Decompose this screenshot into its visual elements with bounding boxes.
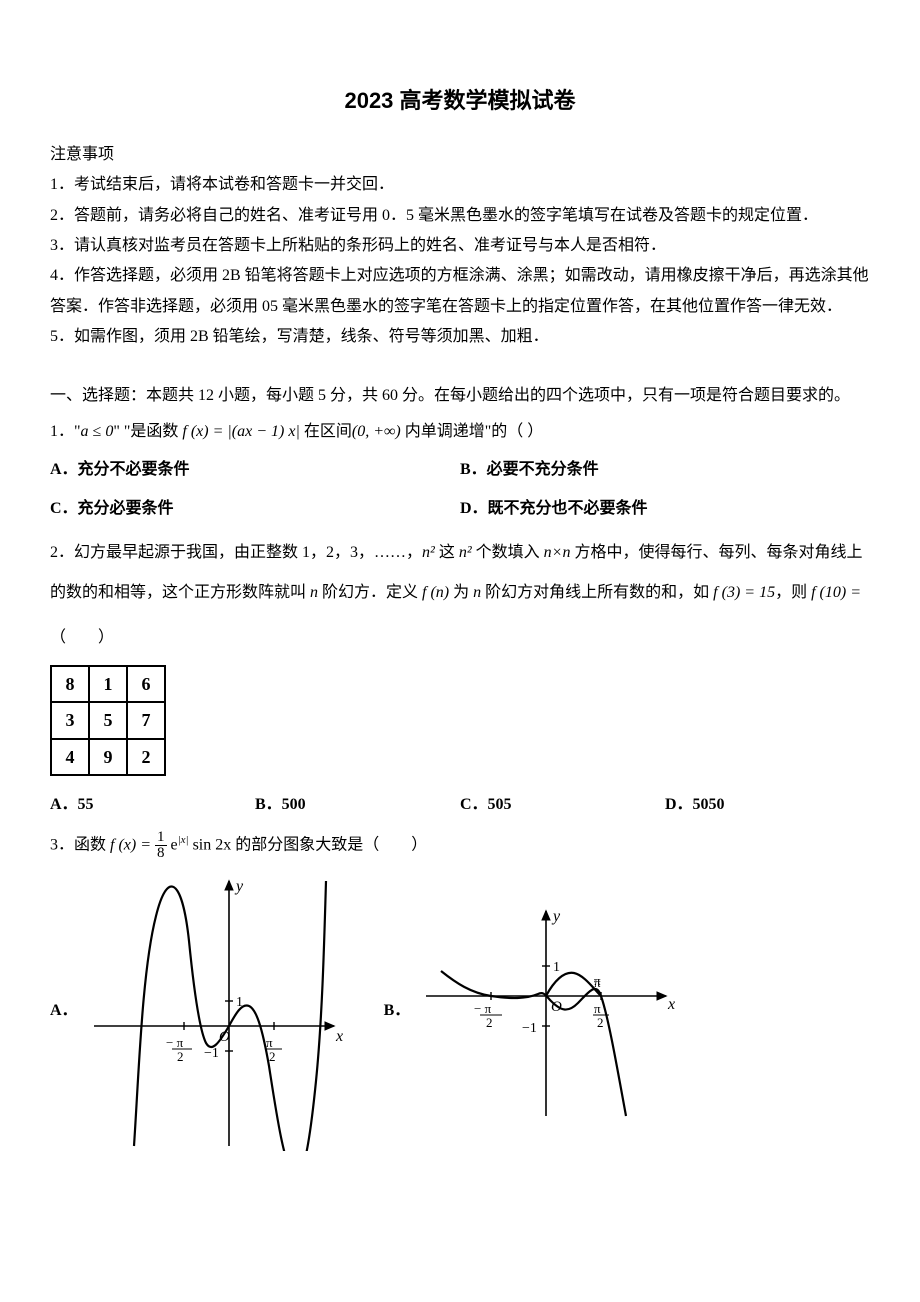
q3-fx: f (x) =	[110, 837, 155, 854]
q2-l1b: 这	[435, 544, 459, 561]
fraction-icon: 18	[155, 830, 167, 861]
question-1: 1．"a ≤ 0" "是函数 f (x) = |(ax − 1) x| 在区间(…	[50, 417, 870, 447]
q2-option-c: C．505	[460, 790, 665, 820]
q2-l2d: 阶幻方对角线上所有数的和，如	[481, 584, 713, 601]
q2-option-d: D．5050	[665, 790, 870, 820]
q1-option-d: D．既不充分也不必要条件	[460, 494, 870, 524]
page-title: 2023 高考数学模拟试卷	[50, 80, 870, 122]
q2-f3: f (3) = 15	[713, 584, 775, 601]
q2-option-b: B．500	[255, 790, 460, 820]
frac-den: 8	[155, 846, 167, 861]
q3-option-a-label: A．	[50, 996, 78, 1026]
notice-header: 注意事项	[50, 140, 870, 170]
q1-cond: a ≤ 0	[81, 423, 114, 440]
q1-option-b: B．必要不充分条件	[460, 455, 870, 485]
q2-l1a: 2．幻方最早起源于我国，由正整数 1，2，3，……，	[50, 544, 422, 561]
q1-option-c: C．充分必要条件	[50, 494, 460, 524]
svg-text:−1: −1	[204, 1046, 219, 1061]
q1-prefix: 1．"	[50, 423, 81, 440]
frac-num: 1	[155, 830, 167, 846]
q3-suffix: 的部分图象大致是（ ）	[231, 837, 427, 854]
notice-item-3: 3．请认真核对监考员在答题卡上所粘贴的条形码上的姓名、准考证号与本人是否相符．	[50, 231, 870, 261]
q1-func: f (x) = |(ax − 1) x|	[182, 423, 299, 440]
q3-e: e	[167, 837, 178, 854]
svg-text:x: x	[335, 1028, 343, 1045]
svg-text:− π: − π	[166, 1035, 184, 1050]
magic-cell: 4	[51, 739, 89, 775]
q2-l1d: 方格中，使得每行、每列、每条对角线上	[570, 544, 862, 561]
question-2: 2．幻方最早起源于我国，由正整数 1，2，3，……，n² 这 n² 个数填入 n…	[50, 538, 870, 568]
magic-cell: 7	[127, 702, 165, 738]
q2-fn: f (n)	[422, 584, 449, 601]
section-1-header: 一、选择题：本题共 12 小题，每小题 5 分，共 60 分。在每小题给出的四个…	[50, 381, 870, 411]
q2-l2c: 为	[449, 584, 473, 601]
q2-l2a: 的数的和相等，这个正方形数阵就叫	[50, 584, 310, 601]
q2-n: n	[310, 584, 318, 601]
question-2-paren: （ ）	[50, 623, 870, 653]
q2-option-a: A．55	[50, 790, 255, 820]
q2-n2: n	[473, 584, 481, 601]
q2-f10: f (10) =	[811, 584, 861, 601]
svg-text:π: π	[594, 1001, 601, 1016]
q1-suffix: 内单调递增"的（ ）	[401, 423, 544, 440]
svg-text:− π: − π	[474, 1001, 492, 1016]
notice-item-2: 2．答题前，请务必将自己的姓名、准考证号用 0．5 毫米黑色墨水的签字笔填写在试…	[50, 201, 870, 231]
magic-cell: 9	[89, 739, 127, 775]
q2-n2b: n²	[459, 544, 472, 561]
q2-l2b: 阶幻方．定义	[318, 584, 422, 601]
svg-text:−1: −1	[522, 1021, 537, 1036]
q1-mid1: " "是函数	[113, 423, 182, 440]
magic-cell: 2	[127, 739, 165, 775]
q1-option-a: A．充分不必要条件	[50, 455, 460, 485]
svg-text:2: 2	[486, 1015, 493, 1030]
svg-text:π: π	[594, 973, 601, 988]
notice-item-1: 1．考试结束后，请将本试卷和答题卡一并交回．	[50, 170, 870, 200]
magic-cell: 3	[51, 702, 89, 738]
q3-exp: |x|	[178, 834, 189, 846]
q2-n2a: n²	[422, 544, 435, 561]
q2-l2e: ，则	[775, 584, 811, 601]
svg-text:y: y	[234, 878, 244, 895]
svg-text:2: 2	[177, 1049, 184, 1064]
magic-cell: 5	[89, 702, 127, 738]
q2-l1c: 个数填入	[472, 544, 544, 561]
q2-nn: n×n	[544, 544, 571, 561]
svg-text:π: π	[266, 1035, 273, 1050]
q3-graph-a: x y O π 2 − π 2 1 −1	[84, 871, 344, 1151]
q3-graph-b: x y O π π 2 − π 2 1 −1	[416, 901, 676, 1121]
question-2-line2: 的数的和相等，这个正方形数阵就叫 n 阶幻方．定义 f (n) 为 n 阶幻方对…	[50, 578, 870, 608]
svg-text:y: y	[551, 908, 561, 925]
notice-item-4: 4．作答选择题，必须用 2B 铅笔将答题卡上对应选项的方框涂满、涂黑；如需改动，…	[50, 261, 870, 322]
magic-cell: 6	[127, 666, 165, 702]
svg-text:x: x	[667, 996, 675, 1013]
notice-item-5: 5．如需作图，须用 2B 铅笔绘，写清楚，线条、符号等须加黑、加粗．	[50, 322, 870, 352]
q3-prefix: 3．函数	[50, 837, 110, 854]
magic-cell: 1	[89, 666, 127, 702]
q3-option-b-label: B．	[384, 996, 411, 1026]
svg-text:1: 1	[553, 960, 560, 975]
svg-text:2: 2	[269, 1049, 276, 1064]
q1-mid2: 在区间	[300, 423, 352, 440]
magic-cell: 8	[51, 666, 89, 702]
svg-text:2: 2	[597, 1015, 604, 1030]
q3-sin: sin 2x	[189, 837, 232, 854]
magic-square-table: 8 1 6 3 5 7 4 9 2	[50, 665, 166, 776]
question-3: 3．函数 f (x) = 18 e|x| sin 2x 的部分图象大致是（ ）	[50, 830, 870, 861]
q1-interval: (0, +∞)	[352, 423, 401, 440]
